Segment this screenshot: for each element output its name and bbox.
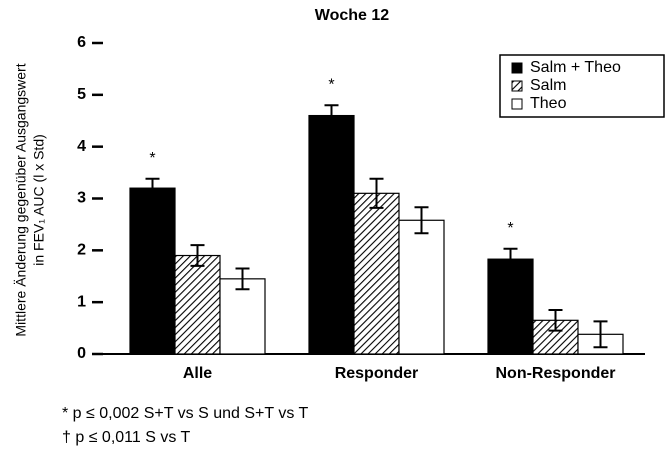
legend-label: Salm + Theo [530, 59, 621, 76]
y-tick-label: 6 [77, 34, 86, 51]
error-bar [235, 267, 250, 291]
error-bar [414, 206, 429, 235]
legend-swatch [511, 98, 523, 110]
error-bar [145, 177, 160, 199]
error-bar [503, 247, 518, 271]
y-tick-label: 4 [77, 138, 86, 155]
y-tick-label: 3 [77, 190, 86, 207]
chart-title: Woche 12 [315, 7, 390, 24]
y-tick-label: 5 [77, 86, 86, 103]
x-tick-label: Responder [335, 365, 419, 382]
error-bar [548, 308, 563, 332]
error-bar [324, 104, 339, 127]
legend-label: Theo [530, 95, 567, 112]
footnote: † p ≤ 0,011 S vs T [62, 429, 190, 446]
legend-box [499, 54, 665, 118]
error-bar [190, 244, 205, 267]
legend-swatch [511, 80, 523, 92]
x-tick-label: Alle [183, 365, 212, 382]
legend-swatch [511, 62, 523, 74]
bar [174, 254, 221, 355]
annotation: * [507, 220, 513, 237]
bar [219, 278, 266, 355]
y-axis-label: Mittlere Änderung gegenüber Ausgangswert [13, 63, 29, 336]
bar [353, 192, 400, 355]
bar [308, 114, 355, 355]
error-bar [369, 177, 384, 209]
y-tick-label: 0 [77, 345, 86, 362]
footnote: * p ≤ 0,002 S+T vs S und S+T vs T [62, 405, 308, 422]
bar [129, 187, 176, 355]
y-axis-label: in FEV₁ AUC (l x Std) [31, 134, 47, 266]
annotation: * [149, 150, 155, 167]
y-tick-label: 2 [77, 242, 86, 259]
y-tick-label: 1 [77, 293, 86, 310]
x-tick-label: Non-Responder [496, 365, 616, 382]
legend-label: Salm [530, 77, 566, 94]
bar [398, 219, 445, 355]
error-bar [593, 320, 608, 349]
annotation: * [328, 76, 334, 93]
bar [487, 258, 534, 355]
